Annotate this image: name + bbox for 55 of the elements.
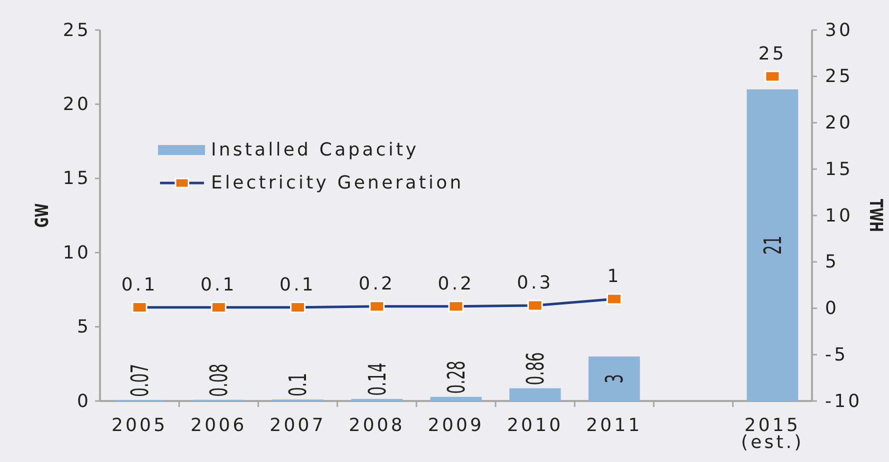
data-label: 0.1 xyxy=(283,372,312,397)
data-label: 0.1 xyxy=(280,274,316,296)
data-label: 0.28 xyxy=(442,360,470,394)
x-tick-label: 2008 xyxy=(348,415,405,436)
data-label: 0.86 xyxy=(520,352,550,386)
bar xyxy=(430,396,482,401)
y2-tick-label: -10 xyxy=(825,390,862,412)
y2-axis-title: TWH xyxy=(865,199,886,232)
point xyxy=(210,302,226,314)
data-label: 0.07 xyxy=(125,364,154,397)
x-tick-label: 2006 xyxy=(190,415,247,436)
y2-tick-label: 25 xyxy=(825,66,854,88)
data-label: 1 xyxy=(607,266,622,287)
y-tick-label: 5 xyxy=(76,316,91,338)
data-label: 3 xyxy=(600,374,629,384)
y-axis-title: GW xyxy=(32,203,53,228)
y-tick-label: 25 xyxy=(62,20,91,41)
data-label: 0.2 xyxy=(358,273,396,294)
point xyxy=(527,300,543,312)
x-tick-label: 2015 (est.) xyxy=(741,415,804,453)
bar xyxy=(588,356,640,401)
y-tick-label: 15 xyxy=(62,168,91,190)
data-label: 0.1 xyxy=(200,274,237,296)
y2-tick-label: 0 xyxy=(825,298,840,320)
point xyxy=(290,302,306,314)
y-tick-label: 0 xyxy=(76,390,91,412)
y2-tick-label: -5 xyxy=(825,344,848,366)
y2-tick-label: 15 xyxy=(825,158,854,180)
bar xyxy=(509,388,561,401)
data-label: 25 xyxy=(758,43,786,64)
y2-tick-label: 5 xyxy=(825,252,840,273)
x-tick-label: 2011 xyxy=(586,415,642,436)
legend-label: Installed Capacity xyxy=(211,140,419,160)
data-label: 0.1 xyxy=(121,274,158,296)
point xyxy=(764,70,780,82)
data-label: 0.2 xyxy=(438,273,474,294)
data-label: 0.14 xyxy=(362,362,392,396)
x-tick-label: 2005 xyxy=(111,415,168,436)
data-label: 21 xyxy=(758,236,787,255)
y-tick-label: 20 xyxy=(62,94,91,115)
x-tick-label: 2009 xyxy=(428,415,484,436)
bar xyxy=(746,89,798,401)
point xyxy=(448,300,464,312)
y2-tick-label: 10 xyxy=(825,205,854,226)
legend-label: Electricity Generation xyxy=(211,172,464,194)
y2-tick-label: 30 xyxy=(825,20,854,41)
data-label: 0.3 xyxy=(516,272,554,294)
point xyxy=(369,300,385,312)
y-tick-label: 10 xyxy=(62,242,91,264)
point xyxy=(132,302,148,314)
x-tick-label: 2010 xyxy=(507,415,564,436)
data-label: 0.08 xyxy=(204,364,234,397)
x-tick-label: 2007 xyxy=(270,415,326,436)
point xyxy=(606,293,622,305)
y2-tick-label: 20 xyxy=(825,112,854,134)
